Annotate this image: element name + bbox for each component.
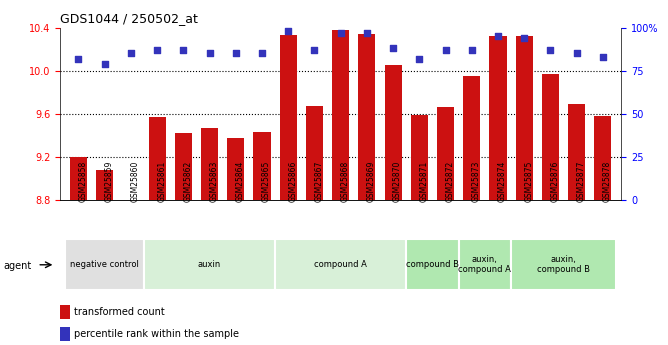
Point [493,33,504,39]
Bar [516,36,533,200]
Bar [459,239,511,290]
Text: GSM25875: GSM25875 [524,161,533,202]
Bar [437,107,454,200]
Text: GSM25867: GSM25867 [315,161,323,202]
Text: percentile rank within the sample: percentile rank within the sample [74,329,239,339]
Point [414,56,425,61]
Text: GSM25874: GSM25874 [498,161,507,202]
Bar [385,65,401,200]
Bar [568,104,585,200]
Bar [358,34,375,200]
Bar [96,170,113,200]
Text: GSM25878: GSM25878 [603,161,612,202]
Point [283,28,293,34]
Bar [411,115,428,200]
Text: GSM25877: GSM25877 [576,161,586,202]
Point [571,51,582,56]
Bar [332,30,349,200]
Bar [490,36,506,200]
Bar [406,239,459,290]
Point [73,56,84,61]
Point [466,47,477,53]
Text: transformed count: transformed count [74,307,165,317]
Bar [175,133,192,200]
Text: GSM25869: GSM25869 [367,161,376,202]
Text: GSM25864: GSM25864 [236,161,244,202]
Bar [542,74,559,200]
Point [178,47,188,53]
Bar [464,76,480,200]
Point [519,35,530,41]
Text: compound B: compound B [406,260,459,269]
Point [440,47,451,53]
Text: agent: agent [3,261,31,270]
Point [598,54,609,60]
Text: negative control: negative control [70,260,139,269]
Point [361,30,372,36]
Text: GSM25859: GSM25859 [105,161,114,202]
Text: GSM25873: GSM25873 [472,161,481,202]
Point [126,51,136,56]
Bar [70,157,87,200]
Text: GSM25858: GSM25858 [78,161,88,202]
Bar [60,327,70,342]
Point [230,51,241,56]
Bar [201,128,218,200]
Bar [65,239,144,290]
Text: compound A: compound A [314,260,367,269]
Text: auxin: auxin [198,260,221,269]
Text: GSM25870: GSM25870 [393,161,402,202]
Point [309,47,320,53]
Text: auxin,
compound B: auxin, compound B [537,255,590,275]
Point [204,51,215,56]
Text: GSM25876: GSM25876 [550,161,559,202]
Bar [227,138,244,200]
Point [100,61,110,67]
Bar [253,132,271,200]
Bar [280,35,297,200]
Text: auxin,
compound A: auxin, compound A [458,255,511,275]
Text: GDS1044 / 250502_at: GDS1044 / 250502_at [60,12,198,25]
Bar [511,239,616,290]
Point [388,46,399,51]
Bar [144,239,275,290]
Text: GSM25871: GSM25871 [420,161,428,202]
Text: GSM25868: GSM25868 [341,161,349,202]
Bar [148,117,166,200]
Bar [275,239,406,290]
Point [335,30,346,36]
Text: GSM25866: GSM25866 [288,161,297,202]
Text: GSM25863: GSM25863 [210,161,218,202]
Bar [595,116,611,200]
Text: GSM25865: GSM25865 [262,161,271,202]
Bar [60,305,70,319]
Text: GSM25861: GSM25861 [157,161,166,202]
Text: GSM25872: GSM25872 [446,161,454,202]
Point [152,47,162,53]
Point [545,47,556,53]
Point [257,51,267,56]
Bar [306,106,323,200]
Text: GSM25862: GSM25862 [183,161,192,202]
Text: GSM25860: GSM25860 [131,161,140,202]
